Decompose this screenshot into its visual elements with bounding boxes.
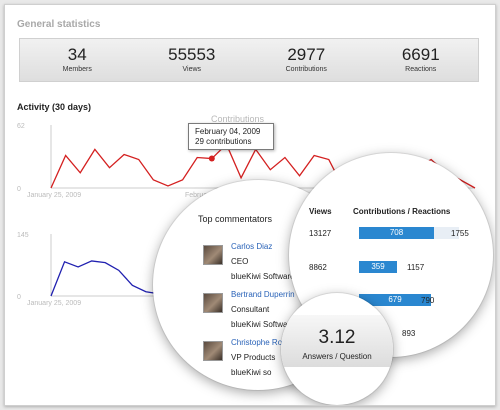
stat-contributions: 2977 Contributions [249, 39, 364, 81]
avatar [203, 341, 223, 361]
series-line [50, 260, 174, 297]
views-value: 8862 [309, 263, 327, 272]
stat-value: 34 [67, 45, 87, 64]
commentator-entry: Christophe Ro VP Products blueKiwi so [203, 338, 363, 388]
commentator-role: Consultant [231, 305, 270, 314]
stat-views: 55553 Views [135, 39, 250, 81]
stat-reactions: 6691 Reactions [364, 39, 479, 81]
stat-label: Views [182, 66, 202, 73]
y-tick-label: 0 [17, 294, 21, 301]
stat-label: Contributions [285, 66, 327, 73]
commentator-name-link[interactable]: Carlos Diaz [231, 242, 273, 251]
commentator-name-link[interactable]: Christophe Ro [231, 338, 283, 347]
top-commentators-title: Top commentators [198, 214, 273, 224]
tooltip-date: February 04, 2009 [195, 127, 261, 136]
highlight-point [208, 155, 215, 162]
avatar [203, 245, 223, 265]
views-column-header: Views [309, 207, 332, 216]
stat-label: Reactions [405, 66, 437, 73]
tooltip-value: 29 contributions [195, 137, 252, 146]
commentator-entry: Bertrand Duperrin Consultant blueKiwi So… [203, 290, 363, 340]
activity-title: Activity (30 days) [17, 102, 92, 112]
stat-value: 2977 [287, 45, 326, 64]
contributions-bar: 708 [359, 227, 434, 239]
commentator-role: CEO [231, 257, 249, 266]
contributions-bar: 679 [359, 294, 431, 306]
avatar [203, 293, 223, 313]
x-tick-label: January 25, 2009 [27, 300, 81, 307]
stat-label: Members [62, 66, 92, 73]
table-row: 8862 359 1157 [289, 261, 493, 275]
y-tick-label: 0 [17, 186, 21, 193]
general-statistics-title: General statistics [17, 19, 101, 30]
stats-bar: 34 Members 55553 Views 2977 Contribution… [19, 38, 479, 82]
commentator-org: blueKiwi Softwa [231, 320, 288, 329]
answers-per-question-value: 3.12 [318, 327, 356, 348]
commentator-entry: Carlos Diaz CEO blueKiwi Software [203, 242, 363, 292]
reactions-value: 790 [421, 296, 435, 305]
table-row: 893 [289, 327, 493, 341]
answers-per-question-magnifier: 3.12 Answers / Question [281, 293, 393, 405]
reactions-value: 1157 [407, 263, 425, 272]
answers-per-question-label: Answers / Question [302, 352, 372, 361]
commentator-org: blueKiwi so [231, 368, 272, 377]
stat-members: 34 Members [20, 39, 135, 81]
contributions-reactions-column-header: Contributions / Reactions [353, 207, 451, 216]
contributions-bar: 359 [359, 261, 397, 273]
commentator-org: blueKiwi Software [231, 272, 295, 281]
stat-value: 6691 [401, 45, 440, 64]
commentator-role: VP Products [231, 353, 276, 362]
y-tick-label: 145 [17, 232, 29, 239]
table-row: 679 790 [289, 294, 493, 308]
contributions-chart-title: Contributions [211, 114, 265, 124]
x-tick-label: January 25, 2009 [27, 192, 81, 199]
y-tick-label: 62 [17, 123, 25, 130]
views-value: 13127 [309, 229, 332, 238]
reactions-value: 1755 [451, 229, 469, 238]
statistics-panel: General statistics 34 Members 55553 View… [4, 4, 496, 406]
table-row: 13127 708 1755 [289, 227, 493, 241]
reactions-value: 893 [402, 329, 416, 338]
ratio-band [281, 315, 393, 367]
commentator-name-link[interactable]: Bertrand Duperrin [231, 290, 295, 299]
chart-tooltip: February 04, 2009 29 contributions [188, 123, 274, 150]
stat-value: 55553 [168, 45, 216, 64]
